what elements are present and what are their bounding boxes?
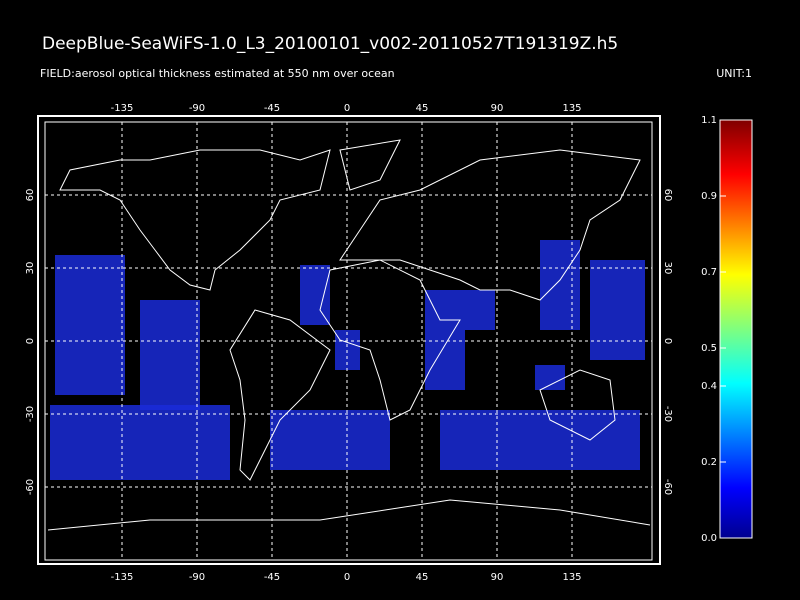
unit-label: UNIT:1 xyxy=(716,67,752,80)
colorbar-tick-label: 0.9 xyxy=(701,191,717,202)
title: DeepBlue-SeaWiFS-1.0_L3_20100101_v002-20… xyxy=(42,34,618,54)
blob xyxy=(300,265,330,325)
colorbar-tick-label: 1.1 xyxy=(701,115,717,126)
x-tick-label: 135 xyxy=(562,572,581,583)
blob xyxy=(140,300,200,410)
map-frame-outer xyxy=(37,115,661,565)
y-tick-label: -60 xyxy=(662,479,673,495)
greenland xyxy=(339,139,401,191)
africa xyxy=(319,259,461,421)
eurasia xyxy=(339,149,641,301)
x-tick-label: 45 xyxy=(416,572,429,583)
y-tick-label: -30 xyxy=(662,406,673,422)
x-tick-label: 0 xyxy=(344,103,350,114)
x-tick-label: -90 xyxy=(189,572,205,583)
south-america xyxy=(229,309,331,481)
x-tick-label: -135 xyxy=(111,572,134,583)
blob xyxy=(55,255,125,395)
colorbar-tick-label: 0.0 xyxy=(701,533,717,544)
blob xyxy=(540,240,580,330)
y-tick-label: 60 xyxy=(25,189,36,202)
x-tick-label: 135 xyxy=(562,103,581,114)
blob xyxy=(465,290,495,330)
x-tick-label: -90 xyxy=(189,103,205,114)
y-tick-label: 30 xyxy=(662,262,673,275)
antarctica xyxy=(47,499,651,531)
colorbar xyxy=(719,119,753,539)
colorbar-tick-label: 0.4 xyxy=(701,381,717,392)
x-tick-label: 0 xyxy=(344,572,350,583)
x-tick-label: -45 xyxy=(264,572,280,583)
blob xyxy=(50,405,230,480)
blob xyxy=(535,365,565,390)
australia xyxy=(539,369,616,441)
y-tick-label: -30 xyxy=(25,406,36,422)
x-tick-label: 90 xyxy=(491,103,504,114)
x-tick-label: 45 xyxy=(416,103,429,114)
y-tick-label: -60 xyxy=(25,479,36,495)
blob xyxy=(590,260,645,360)
y-tick-label: 0 xyxy=(25,338,36,344)
blob xyxy=(440,410,640,470)
north-america xyxy=(59,149,331,291)
data-blobs xyxy=(50,240,645,480)
colorbar-tick-label: 0.7 xyxy=(701,267,717,278)
blob xyxy=(270,410,390,470)
y-tick-label: 60 xyxy=(662,189,673,202)
x-tick-label: -45 xyxy=(264,103,280,114)
colorbar-tick-label: 0.2 xyxy=(701,457,717,468)
colorbar-tick-label: 0.5 xyxy=(701,343,717,354)
coastlines xyxy=(47,139,651,531)
field-label: FIELD:aerosol optical thickness estimate… xyxy=(40,67,395,80)
y-tick-label: 0 xyxy=(662,338,673,344)
y-tick-label: 30 xyxy=(25,262,36,275)
x-tick-label: -135 xyxy=(111,103,134,114)
x-tick-label: 90 xyxy=(491,572,504,583)
blob xyxy=(425,290,465,390)
